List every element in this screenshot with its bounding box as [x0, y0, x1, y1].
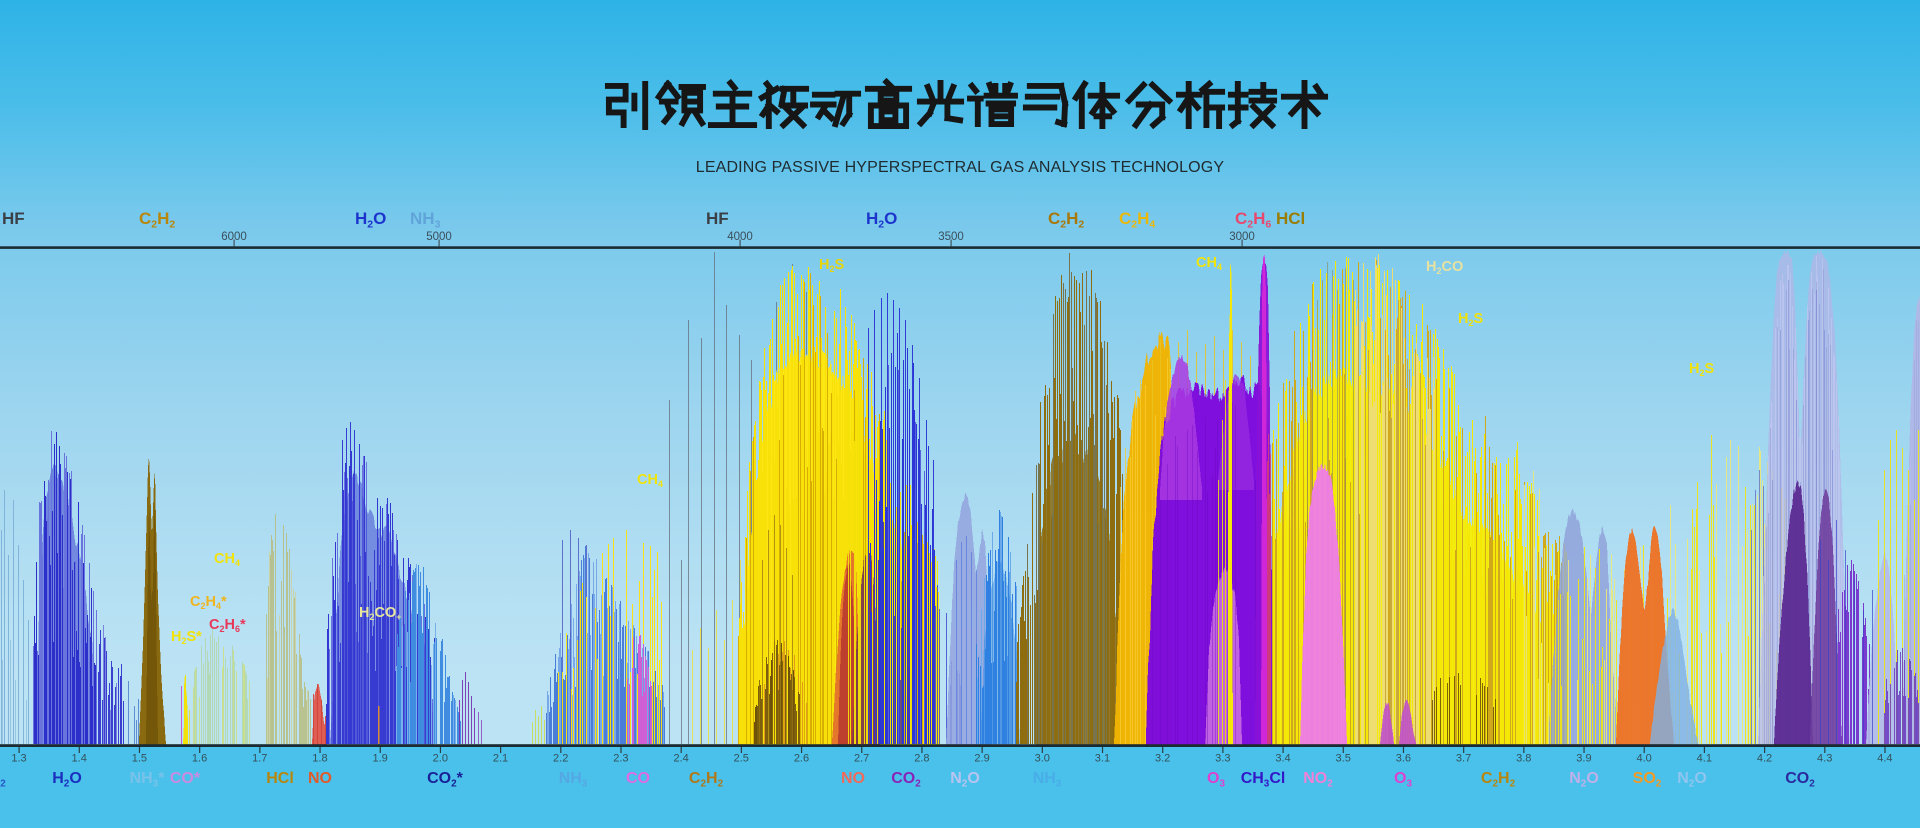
svg-text:H2S*: H2S*: [171, 629, 202, 646]
svg-text:3.1: 3.1: [1095, 753, 1110, 765]
svg-text:NH3*: NH3*: [130, 770, 166, 790]
svg-text:2.0: 2.0: [433, 753, 448, 765]
svg-text:4.0: 4.0: [1636, 753, 1651, 765]
svg-text:1.3: 1.3: [11, 753, 26, 765]
svg-text:CO2: CO2: [891, 770, 921, 790]
svg-text:H2S: H2S: [819, 257, 844, 274]
svg-text:1.8: 1.8: [312, 753, 327, 765]
svg-text:HF: HF: [2, 209, 25, 228]
svg-text:CH4: CH4: [637, 472, 663, 489]
svg-text:2.5: 2.5: [734, 753, 749, 765]
svg-text:CH4: CH4: [214, 551, 240, 568]
svg-text:2.4: 2.4: [673, 753, 688, 765]
svg-text:1.7: 1.7: [252, 753, 267, 765]
svg-text:C2H6*: C2H6*: [209, 617, 246, 634]
svg-text:NH3: NH3: [410, 209, 441, 231]
svg-text:2.2: 2.2: [553, 753, 568, 765]
svg-text:CH4: CH4: [1196, 255, 1222, 272]
svg-text:H2CO+: H2CO+: [359, 605, 401, 622]
svg-text:O3: O3: [1207, 770, 1225, 790]
svg-text:NO: NO: [841, 770, 865, 787]
svg-text:2.8: 2.8: [914, 753, 929, 765]
svg-text:2: 2: [0, 779, 6, 790]
svg-text:C2H2: C2H2: [139, 209, 175, 231]
svg-text:3.5: 3.5: [1336, 753, 1351, 765]
svg-text:1.5: 1.5: [132, 753, 147, 765]
svg-text:1.9: 1.9: [372, 753, 387, 765]
svg-text:HCl: HCl: [266, 770, 294, 787]
svg-text:C2H4*: C2H4*: [190, 594, 227, 611]
svg-text:4.3: 4.3: [1817, 753, 1832, 765]
svg-text:H2O: H2O: [52, 770, 82, 790]
svg-text:CH3Cl: CH3Cl: [1241, 770, 1286, 790]
svg-text:C2H6: C2H6: [1235, 209, 1271, 231]
svg-text:NH3: NH3: [559, 770, 588, 790]
svg-text:3.6: 3.6: [1396, 753, 1411, 765]
svg-text:N2O: N2O: [950, 770, 980, 790]
svg-text:3.2: 3.2: [1155, 753, 1170, 765]
svg-text:2.9: 2.9: [974, 753, 989, 765]
svg-text:O3: O3: [1394, 770, 1412, 790]
svg-text:C2H4: C2H4: [1119, 209, 1155, 231]
svg-text:4.2: 4.2: [1757, 753, 1772, 765]
svg-text:N2O: N2O: [1677, 770, 1707, 790]
svg-text:2.1: 2.1: [493, 753, 508, 765]
svg-text:C2H2: C2H2: [1048, 209, 1084, 231]
svg-text:CO*: CO*: [170, 770, 201, 787]
svg-text:3000: 3000: [1229, 231, 1255, 243]
svg-text:3.8: 3.8: [1516, 753, 1531, 765]
svg-text:N2O: N2O: [1569, 770, 1599, 790]
svg-text:3500: 3500: [938, 231, 964, 243]
svg-text:2.7: 2.7: [854, 753, 869, 765]
svg-text:1.4: 1.4: [72, 753, 87, 765]
svg-text:LEADING PASSIVE HYPERSPECTRAL: LEADING PASSIVE HYPERSPECTRAL GAS ANALYS…: [696, 159, 1225, 176]
svg-text:3.3: 3.3: [1215, 753, 1230, 765]
svg-text:C2H2: C2H2: [689, 770, 724, 790]
svg-text:H2O: H2O: [866, 209, 897, 231]
svg-text:3.0: 3.0: [1035, 753, 1050, 765]
svg-text:H2O: H2O: [355, 209, 386, 231]
svg-text:5000: 5000: [426, 231, 452, 243]
svg-text:CO2: CO2: [1785, 770, 1815, 790]
svg-text:2.6: 2.6: [794, 753, 809, 765]
svg-text:NO2: NO2: [1303, 770, 1333, 790]
svg-text:H2S: H2S: [1689, 361, 1714, 378]
svg-text:HCl: HCl: [1276, 209, 1305, 228]
svg-text:C2H2: C2H2: [1481, 770, 1516, 790]
svg-text:4.4: 4.4: [1877, 753, 1892, 765]
svg-text:NH3: NH3: [1033, 770, 1062, 790]
svg-text:3.7: 3.7: [1456, 753, 1471, 765]
svg-text:H2CO: H2CO: [1426, 259, 1463, 276]
svg-text:6000: 6000: [221, 231, 247, 243]
svg-text:SO2: SO2: [1633, 770, 1662, 790]
svg-text:3.4: 3.4: [1275, 753, 1290, 765]
svg-text:CO2*: CO2*: [427, 770, 464, 790]
svg-text:4000: 4000: [727, 231, 753, 243]
svg-text:4.1: 4.1: [1697, 753, 1712, 765]
svg-text:2.3: 2.3: [613, 753, 628, 765]
svg-text:1.6: 1.6: [192, 753, 207, 765]
svg-text:NO: NO: [308, 770, 332, 787]
svg-text:HF: HF: [706, 209, 729, 228]
svg-text:3.9: 3.9: [1576, 753, 1591, 765]
svg-text:H2S: H2S: [1458, 311, 1483, 328]
svg-text:CO: CO: [626, 770, 650, 787]
